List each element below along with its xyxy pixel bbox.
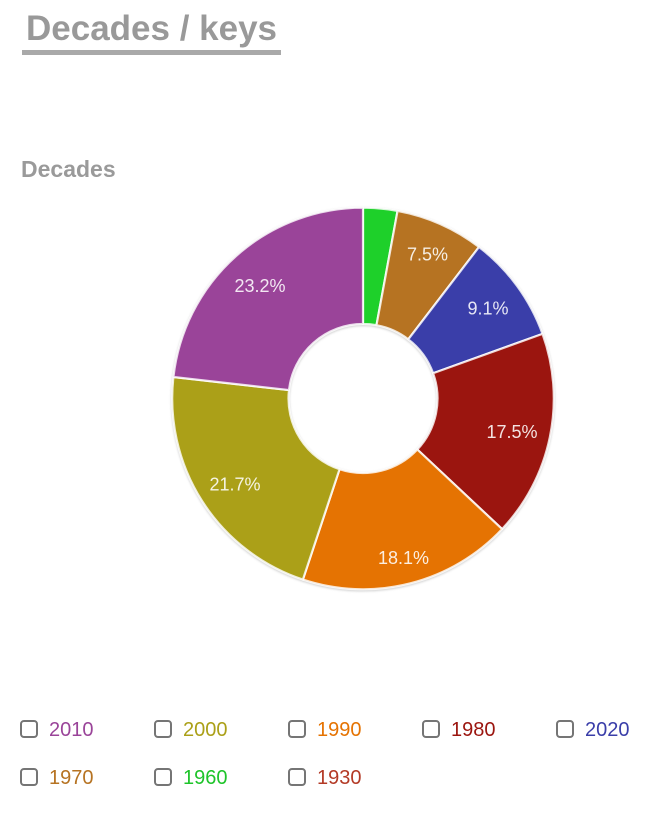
svg-text:21.7%: 21.7%: [209, 475, 260, 495]
svg-text:23.2%: 23.2%: [234, 276, 285, 296]
svg-text:7.5%: 7.5%: [407, 245, 448, 265]
svg-text:9.1%: 9.1%: [467, 299, 508, 319]
svg-text:17.5%: 17.5%: [486, 422, 537, 442]
svg-text:18.1%: 18.1%: [378, 548, 429, 568]
